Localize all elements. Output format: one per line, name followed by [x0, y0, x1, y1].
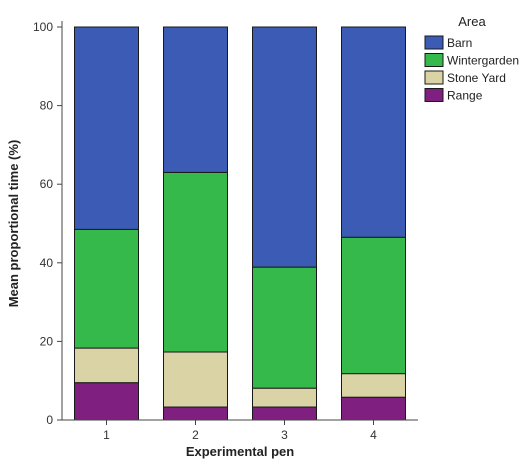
bar-segment-range-pen-4: [341, 396, 406, 421]
x-axis-title: Experimental pen: [186, 444, 294, 459]
bar-segment-stone-yard-pen-1: [74, 347, 139, 384]
bar-segment-range-pen-1: [74, 382, 139, 421]
bar-segment-stone-yard-pen-3: [252, 387, 317, 408]
x-axis-ticks: 1 2 3 4: [103, 420, 377, 442]
x-tick-label: 3: [281, 428, 288, 442]
y-tick-label: 20: [40, 334, 54, 348]
legend-label-barn: Barn: [447, 36, 472, 50]
bar-segment-wintergarden-pen-1: [74, 228, 139, 349]
bar-segment-barn-pen-4: [341, 26, 406, 238]
y-tick-label: 60: [40, 177, 54, 191]
legend-swatch-stone-yard: [424, 70, 444, 85]
bar-segment-barn-pen-1: [74, 26, 139, 230]
legend-label-wintergarden: Wintergarden: [447, 54, 519, 68]
y-tick-label: 40: [40, 256, 54, 270]
bar-segment-wintergarden-pen-3: [252, 266, 317, 389]
bar-segment-stone-yard-pen-4: [341, 373, 406, 398]
y-tick-label: 80: [40, 99, 54, 113]
legend-swatch-range: [424, 88, 444, 102]
bar-segment-stone-yard-pen-2: [163, 351, 228, 408]
x-tick-label: 2: [192, 428, 199, 442]
x-tick-label: 4: [370, 428, 377, 442]
legend: Area Barn Wintergarden Stone Yard Range: [424, 14, 519, 103]
legend-swatch-wintergarden: [424, 53, 444, 67]
y-axis-ticks: 0 20 40 60 80 100: [33, 20, 62, 427]
y-tick-label: 0: [46, 413, 53, 427]
axes-layer: [61, 21, 418, 421]
bar-segment-barn-pen-2: [163, 26, 228, 173]
bar-segment-range-pen-3: [252, 406, 317, 421]
bar-segment-wintergarden-pen-2: [163, 171, 228, 353]
bar-segment-range-pen-2: [163, 406, 228, 421]
bar-segment-barn-pen-3: [252, 26, 317, 268]
legend-title: Area: [458, 14, 486, 29]
bars-layer: [74, 26, 406, 421]
y-tick-label: 100: [33, 20, 53, 34]
bar-segment-wintergarden-pen-4: [341, 236, 406, 375]
x-tick-label: 1: [103, 428, 110, 442]
legend-items: Barn Wintergarden Stone Yard Range: [424, 35, 519, 103]
legend-label-range: Range: [447, 89, 483, 103]
legend-swatch-barn: [424, 35, 444, 50]
y-axis-title: Mean proportional time (%): [6, 140, 21, 308]
legend-label-stone-yard: Stone Yard: [447, 71, 506, 85]
